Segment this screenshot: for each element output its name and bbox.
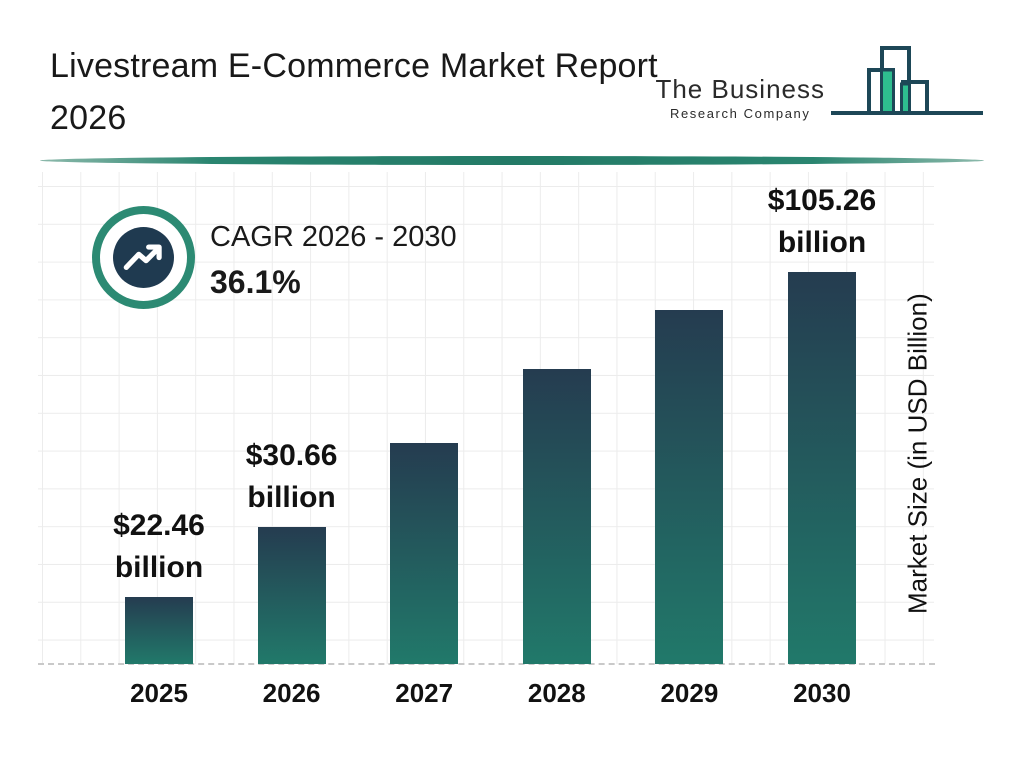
x-tick-2029: 2029 <box>660 678 719 708</box>
cagr-text-block: CAGR 2026 - 2030 36.1% <box>210 220 457 301</box>
x-tick-2028: 2028 <box>527 678 586 708</box>
bar-2028 <box>522 369 591 664</box>
y-axis-label: Market Size (in USD Billion) <box>902 293 933 615</box>
cagr-badge-ring <box>100 214 187 301</box>
x-tick-2030: 2030 <box>793 678 851 708</box>
x-tick-2027: 2027 <box>395 678 454 708</box>
cagr-badge-circle <box>113 227 174 288</box>
page-title: Livestream E-Commerce Market Report 2026 <box>50 47 658 137</box>
company-logo-text: The Business Research Company <box>655 74 825 121</box>
bar-2027 <box>390 443 459 664</box>
logo-subname: Research Company <box>669 106 811 121</box>
bar-2030 <box>788 272 856 664</box>
bar-chart-logo-icon <box>831 46 983 115</box>
cagr-period-label: CAGR 2026 - 2030 <box>210 221 457 253</box>
company-logo: The Business Research Company <box>655 44 986 121</box>
cagr-value: 36.1% <box>210 264 301 300</box>
bar-2025 <box>125 597 193 664</box>
trending-up-icon <box>123 243 162 270</box>
x-axis: 2025 2026 2027 2028 2029 2030 <box>38 678 934 718</box>
logo-name: The Business <box>655 74 825 104</box>
bar-2026 <box>257 527 326 664</box>
bar-value-label-2025: $22.46 billion <box>113 509 205 584</box>
x-tick-2026: 2026 <box>262 678 321 708</box>
chart-baseline <box>38 663 935 665</box>
bar-value-label-2026: $30.66 billion <box>245 439 338 514</box>
bar-value-label-2030: $105.26 billion <box>767 184 877 259</box>
accent-divider <box>40 156 984 165</box>
x-tick-2025: 2025 <box>130 678 188 708</box>
plot-area: $22.46 billion $30.66 billion $105.26 billion <box>38 172 934 664</box>
cagr-badge <box>92 206 195 309</box>
bar-2029 <box>655 310 724 664</box>
